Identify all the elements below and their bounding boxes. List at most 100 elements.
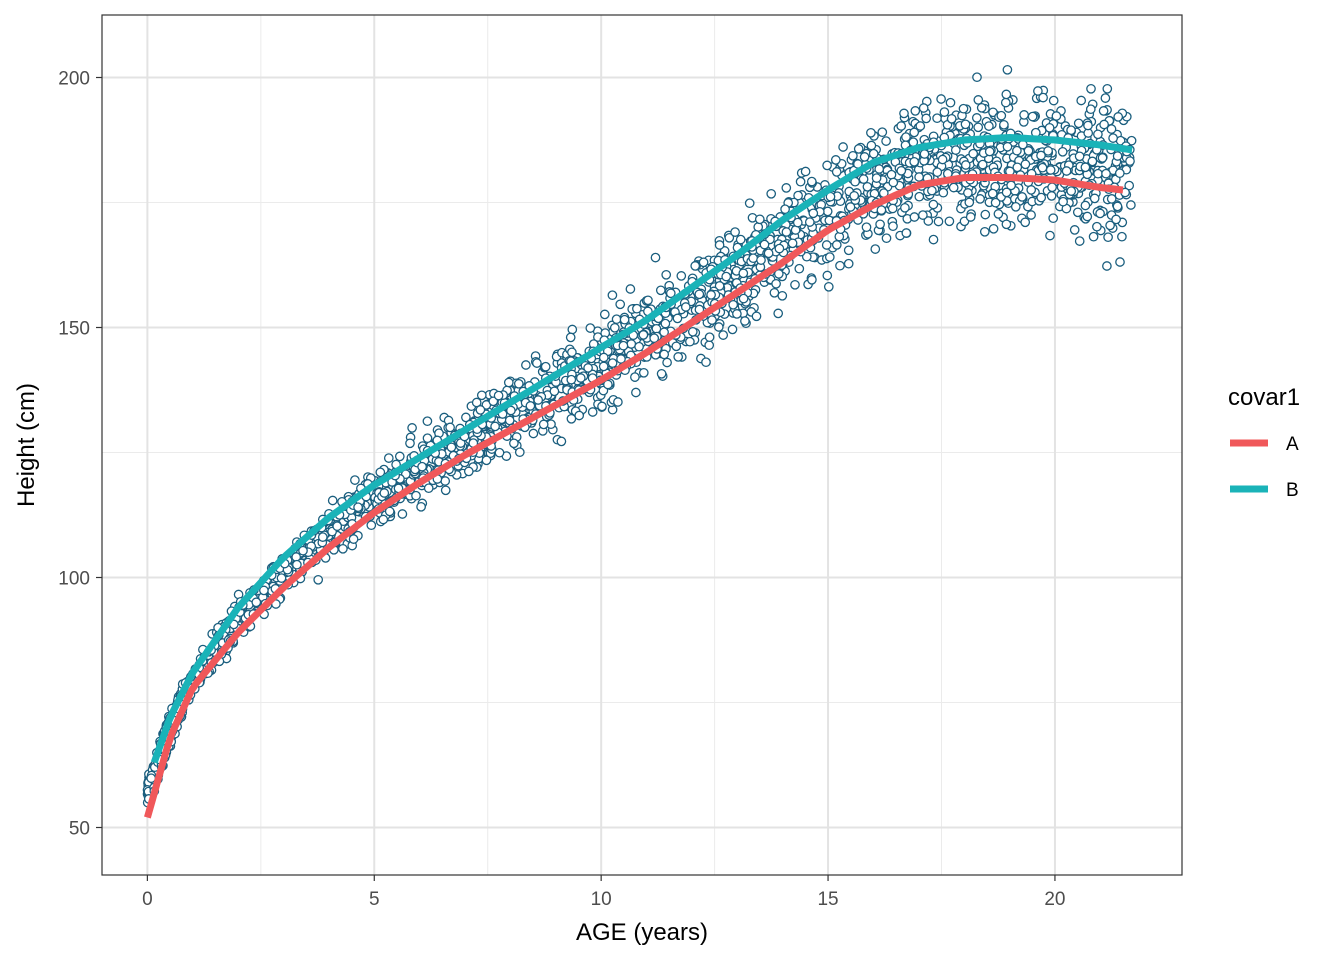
data-point <box>461 412 471 423</box>
data-point <box>587 407 598 417</box>
data-point <box>397 509 408 519</box>
data-point <box>751 311 762 322</box>
data-point <box>754 214 765 225</box>
data-point <box>1045 165 1056 175</box>
data-point <box>1108 133 1118 143</box>
data-point <box>1020 217 1031 228</box>
data-point <box>471 397 482 408</box>
data-point <box>298 545 308 556</box>
y-axis-title: Height (cm) <box>13 383 40 507</box>
data-point <box>724 232 735 243</box>
data-point <box>680 302 691 312</box>
data-point <box>698 257 709 268</box>
legend: covar1 A B <box>1228 384 1300 501</box>
data-point <box>771 278 781 289</box>
data-point <box>619 314 630 325</box>
data-point <box>773 308 784 319</box>
legend-label-a: A <box>1286 434 1299 455</box>
data-point <box>598 361 609 372</box>
data-point <box>1010 201 1021 212</box>
data-point <box>738 268 749 279</box>
data-point <box>1080 162 1091 173</box>
data-point <box>714 240 725 250</box>
data-point <box>979 226 990 237</box>
data-point <box>378 514 389 525</box>
x-tick-label: 0 <box>142 889 153 910</box>
data-point <box>597 401 607 412</box>
data-point <box>973 95 984 105</box>
data-point <box>1113 112 1124 122</box>
x-axis-ticks: 0 5 10 15 20 <box>142 875 1066 910</box>
data-point <box>1074 236 1085 246</box>
data-point <box>823 281 834 292</box>
data-point <box>862 181 873 192</box>
data-point <box>514 447 525 458</box>
data-point <box>493 390 504 401</box>
data-point <box>251 597 262 608</box>
data-point <box>673 352 684 362</box>
data-point <box>513 378 524 389</box>
data-point <box>822 160 832 171</box>
data-point <box>914 191 925 202</box>
data-point <box>1001 89 1012 100</box>
data-point <box>503 377 514 388</box>
data-point <box>1001 219 1012 230</box>
data-point <box>830 155 841 165</box>
data-point <box>800 166 811 177</box>
series-line-b <box>150 134 1133 764</box>
data-point <box>687 326 698 337</box>
data-point <box>730 227 740 237</box>
data-point <box>1085 104 1096 115</box>
data-point <box>350 475 360 485</box>
data-point <box>626 339 637 349</box>
data-point <box>528 428 539 439</box>
data-point <box>975 194 985 204</box>
data-point <box>704 340 715 351</box>
data-point <box>1099 119 1109 130</box>
data-point <box>504 415 515 426</box>
data-point <box>567 324 578 335</box>
data-point <box>707 315 717 325</box>
data-point <box>945 97 956 108</box>
data-point <box>1002 141 1013 152</box>
data-point <box>858 174 869 184</box>
series-lines <box>144 134 1133 819</box>
data-point <box>671 341 682 352</box>
data-point <box>881 136 891 146</box>
data-point <box>960 119 971 130</box>
data-point <box>1006 180 1016 191</box>
data-point <box>366 520 377 531</box>
data-point <box>494 447 505 458</box>
data-point <box>909 212 920 222</box>
data-point <box>611 314 622 325</box>
data-point <box>416 501 426 512</box>
data-point <box>634 341 644 352</box>
data-point <box>766 188 777 199</box>
data-point <box>643 295 653 306</box>
data-point <box>1069 225 1080 235</box>
data-point <box>1012 145 1022 156</box>
data-point <box>843 245 854 256</box>
data-point <box>1106 124 1117 134</box>
legend-label-b: B <box>1286 480 1299 501</box>
data-point <box>613 397 623 407</box>
data-point <box>948 182 959 193</box>
data-point <box>937 154 948 165</box>
y-tick-label: 150 <box>58 319 90 340</box>
data-point <box>740 316 750 326</box>
data-point <box>808 208 819 219</box>
data-point <box>849 190 860 201</box>
data-point <box>1111 214 1121 225</box>
data-point <box>649 333 660 344</box>
data-point <box>1072 207 1083 218</box>
data-point <box>1061 166 1072 176</box>
data-point <box>1046 191 1057 201</box>
data-point <box>835 260 845 271</box>
data-point <box>971 113 982 123</box>
data-point <box>964 197 975 208</box>
data-point <box>659 349 670 360</box>
data-point <box>713 322 724 332</box>
data-point <box>1092 221 1102 232</box>
data-point <box>1051 111 1062 121</box>
panel-border <box>101 14 1183 876</box>
